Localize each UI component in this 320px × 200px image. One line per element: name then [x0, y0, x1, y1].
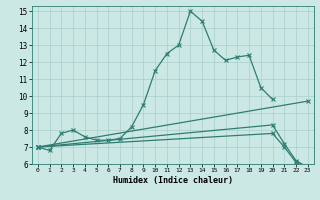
X-axis label: Humidex (Indice chaleur): Humidex (Indice chaleur) [113, 176, 233, 185]
